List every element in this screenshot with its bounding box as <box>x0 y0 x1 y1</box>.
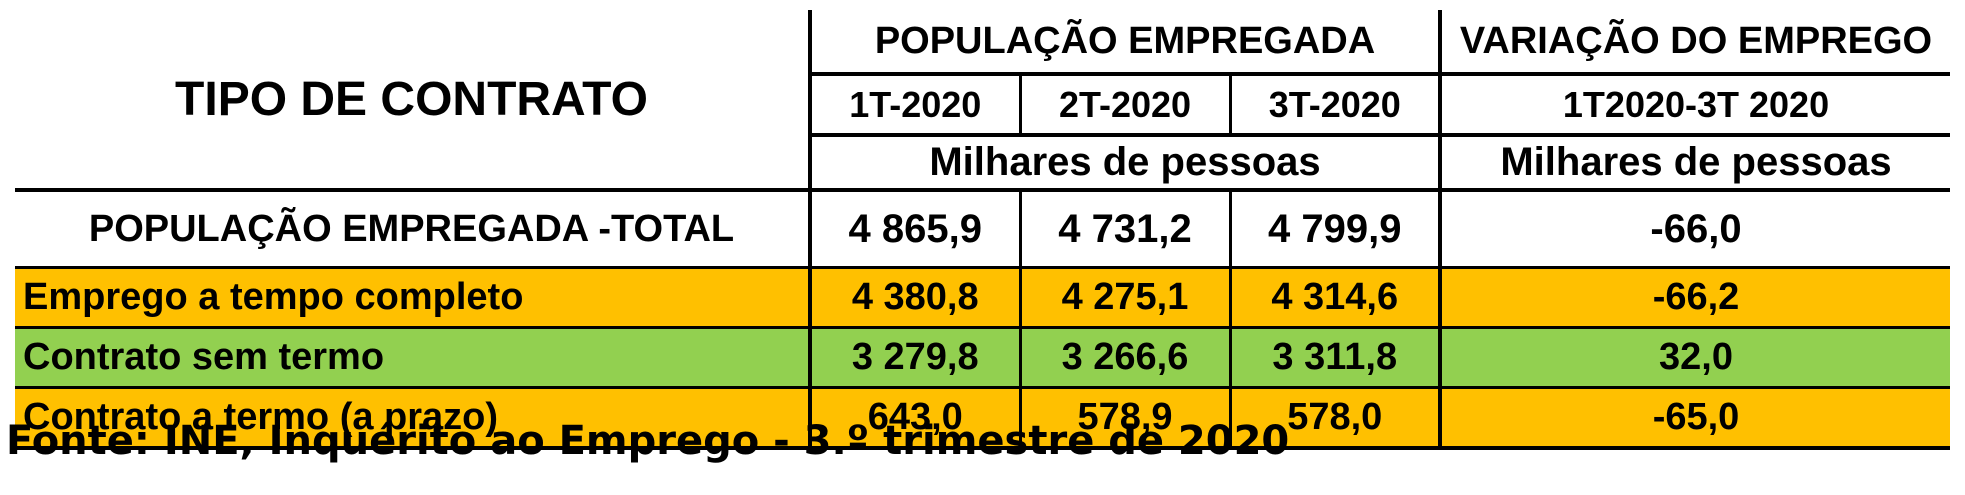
cell-total-variation: -66,0 <box>1438 188 1950 268</box>
cell-fixed-term-2t: 578,9 <box>1018 386 1230 450</box>
cell-full-time-variation: -66,2 <box>1438 266 1950 328</box>
cell-fixed-term-variation: -65,0 <box>1438 386 1950 450</box>
source-note: Fonte: INE, Inquérito ao Emprego - 3.º t… <box>6 418 1290 464</box>
cell-total-2t: 4 731,2 <box>1018 188 1230 268</box>
table-title: TIPO DE CONTRATO <box>175 72 648 126</box>
table-row-fixed-term: Contrato a termo (a prazo) 643,0 578,9 5… <box>15 386 1950 450</box>
header-row-periods: 1T-2020 2T-2020 3T-2020 1T2020-3T 2020 <box>15 72 1950 135</box>
row-label-permanent: Contrato sem termo <box>15 326 810 388</box>
cell-fixed-term-1t: 643,0 <box>808 386 1020 450</box>
group-header-variation: VARIAÇÃO DO EMPREGO <box>1438 10 1950 74</box>
column-header-1t-2020: 1T-2020 <box>808 72 1020 135</box>
unit-label-variation: Milhares de pessoas <box>1438 133 1950 190</box>
row-label-total: POPULAÇÃO EMPREGADA -TOTAL <box>15 188 810 268</box>
cell-full-time-3t: 4 314,6 <box>1228 266 1440 328</box>
cell-full-time-1t: 4 380,8 <box>808 266 1020 328</box>
group-header-employed: POPULAÇÃO EMPREGADA <box>808 10 1440 74</box>
table-row-total: POPULAÇÃO EMPREGADA -TOTAL 4 865,9 4 731… <box>15 188 1950 268</box>
cell-total-1t: 4 865,9 <box>808 188 1020 268</box>
row-label-fixed-term: Contrato a termo (a prazo) <box>15 386 810 450</box>
cell-permanent-2t: 3 266,6 <box>1018 326 1230 388</box>
table-row-full-time: Emprego a tempo completo 4 380,8 4 275,1… <box>15 266 1950 328</box>
header-row-units: Milhares de pessoas Milhares de pessoas <box>15 133 1950 190</box>
unit-label-employed: Milhares de pessoas <box>808 133 1440 190</box>
cell-permanent-3t: 3 311,8 <box>1228 326 1440 388</box>
column-header-2t-2020: 2T-2020 <box>1018 72 1230 135</box>
employment-contract-table: TIPO DE CONTRATO POPULAÇÃO EMPREGADA VAR… <box>15 10 1950 450</box>
column-header-variation-period: 1T2020-3T 2020 <box>1438 72 1950 135</box>
header-row-groups: TIPO DE CONTRATO POPULAÇÃO EMPREGADA VAR… <box>15 10 1950 126</box>
column-header-3t-2020: 3T-2020 <box>1228 72 1440 135</box>
employment-table-container: TIPO DE CONTRATO POPULAÇÃO EMPREGADA VAR… <box>15 10 1950 490</box>
cell-full-time-2t: 4 275,1 <box>1018 266 1230 328</box>
cell-fixed-term-3t: 578,0 <box>1228 386 1440 450</box>
table-row-permanent: Contrato sem termo 3 279,8 3 266,6 3 311… <box>15 326 1950 388</box>
cell-permanent-variation: 32,0 <box>1438 326 1950 388</box>
cell-permanent-1t: 3 279,8 <box>808 326 1020 388</box>
row-label-full-time: Emprego a tempo completo <box>15 266 810 328</box>
cell-total-3t: 4 799,9 <box>1228 188 1440 268</box>
